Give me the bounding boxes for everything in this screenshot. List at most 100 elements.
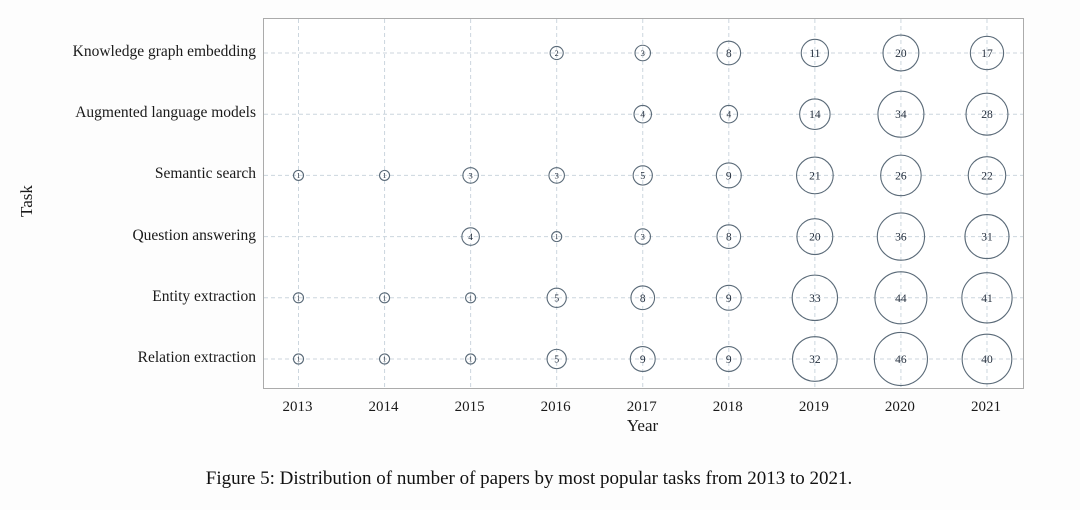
bubble-circle [715, 284, 742, 311]
year-tick-label: 2020 [884, 399, 915, 415]
year-tick-label: 2021 [970, 399, 1001, 415]
bubble-value: 1 [469, 294, 473, 302]
bubble: 22 [967, 156, 1007, 195]
bubble-circle [795, 156, 834, 195]
bubble-circle [546, 287, 567, 308]
bubble: 8 [716, 224, 742, 249]
bubble-value: 1 [383, 172, 387, 180]
bubble-value: 1 [469, 355, 473, 363]
bubble-value: 26 [895, 170, 907, 182]
bubble-circle [715, 162, 742, 189]
bubble-circle [546, 348, 567, 370]
bubble: 28 [965, 92, 1009, 136]
bubble-circle [629, 345, 656, 373]
bubble: 5 [546, 348, 567, 370]
bubble-circle [719, 104, 739, 124]
bubble-value: 9 [640, 354, 646, 366]
bubble-circle [796, 218, 834, 256]
task-label: Question answering [132, 226, 256, 244]
bubble-value: 33 [809, 293, 821, 305]
bubble-circle [549, 45, 564, 61]
bubble-value: 1 [297, 172, 301, 180]
bubble-circle [378, 169, 391, 181]
bubble-value: 36 [895, 232, 907, 244]
bubble-value: 1 [383, 355, 387, 363]
bubble-circle [964, 214, 1010, 260]
bubble: 3 [462, 167, 479, 184]
bubble-circle [877, 90, 925, 138]
bubble: 14 [799, 98, 831, 130]
bubble-value: 5 [554, 354, 559, 365]
bubble-circle [634, 44, 652, 62]
bubble: 32 [791, 336, 838, 382]
bubble: 4 [461, 227, 480, 246]
bubble-circle [961, 272, 1013, 324]
bubble-circle [630, 285, 656, 311]
bubble-value: 2 [555, 49, 559, 58]
bubble: 20 [796, 218, 834, 256]
bubble-value: 5 [640, 171, 645, 182]
year-tick-label: 2017 [626, 399, 657, 415]
task-label: Entity extraction [152, 287, 256, 305]
bubble-circle [292, 169, 305, 181]
bubble: 46 [873, 331, 929, 387]
x-axis-title: Year [626, 416, 659, 435]
bubble-circle [880, 154, 922, 197]
bubble-circle [548, 167, 565, 184]
bubble-circle [791, 274, 839, 322]
bubble-value: 5 [554, 293, 559, 304]
bubble-circle [551, 231, 563, 243]
year-tick-label: 2015 [454, 399, 485, 415]
task-label: Semantic search [154, 165, 256, 183]
bubble-circle [791, 336, 838, 382]
bubble: 3 [634, 44, 652, 62]
bubble-circle [873, 331, 929, 387]
bubble-value: 4 [640, 110, 645, 120]
bubble: 4 [719, 104, 739, 124]
bubble: 9 [715, 284, 742, 311]
bubble-circle [378, 292, 391, 304]
bubble-circle [882, 34, 920, 72]
bubble-value: 3 [641, 48, 646, 58]
year-tick-label: 2016 [540, 399, 571, 415]
bubble: 5 [546, 287, 567, 308]
task-label: Knowledge graph embedding [72, 43, 256, 60]
bubble: 17 [969, 35, 1005, 71]
bubble: 11 [800, 38, 830, 68]
bubble: 1 [292, 353, 305, 365]
bubble: 1 [465, 353, 477, 365]
bubble-value: 22 [981, 170, 993, 182]
bubble: 31 [964, 214, 1010, 260]
bubble-value: 1 [297, 294, 301, 302]
bubble: 40 [961, 333, 1013, 385]
bubble-circle [632, 165, 653, 186]
bubble-circle [799, 98, 831, 130]
bubble: 9 [715, 345, 742, 373]
bubble: 1 [465, 292, 477, 304]
bubble-value: 9 [726, 354, 732, 366]
bubble-circle [716, 224, 742, 249]
plot-area: 2 3 8 11 20 174 4 14 34 281 1 3 3 5 9 21 26 224 1 3 8 20 36 311… [264, 19, 1023, 388]
bubble-value: 20 [809, 232, 821, 244]
bubble-value: 21 [809, 170, 821, 182]
bubble-value: 20 [895, 48, 907, 60]
bubble: 36 [876, 212, 926, 261]
year-tick-label: 2013 [282, 399, 313, 415]
bubble-value: 46 [895, 354, 907, 366]
bubble: 20 [882, 34, 920, 72]
plot-frame: 2 3 8 11 20 17 4 4 14 34 28 1 1 3 3 5 9 21 26 22 4 1 3 8 20 36 31 1… [263, 18, 1024, 389]
bubble-circle [967, 156, 1007, 195]
bubble-value: 28 [981, 109, 993, 121]
bubble-value: 1 [555, 233, 559, 241]
bubble: 9 [715, 162, 742, 189]
task-label: Augmented language models [75, 104, 256, 122]
bubble-circle [715, 345, 742, 373]
year-tick-label: 2018 [712, 399, 743, 415]
bubble: 1 [292, 292, 305, 304]
bubble-circle [461, 227, 480, 246]
bubble-value: 40 [981, 354, 993, 366]
bubble: 21 [795, 156, 834, 195]
task-label: Relation extraction [137, 349, 256, 366]
bubble-value: 8 [726, 48, 732, 60]
